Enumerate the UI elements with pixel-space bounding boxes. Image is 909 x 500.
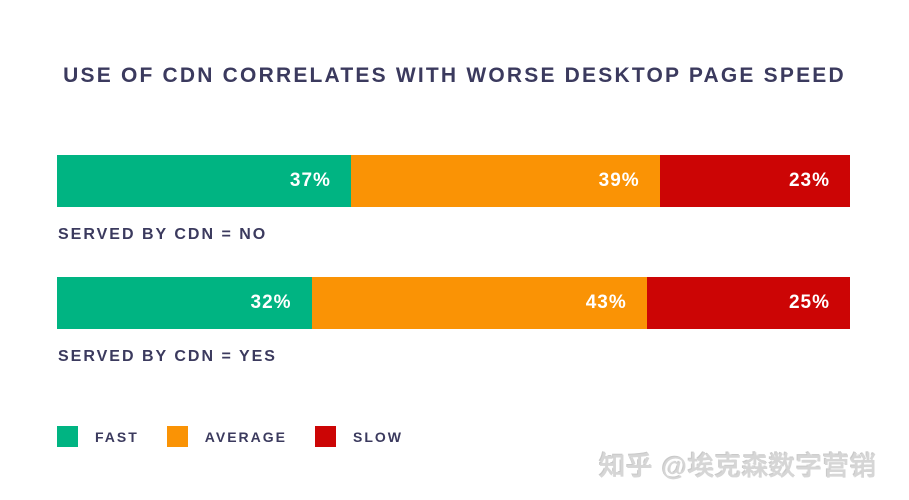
legend-label-slow: SLOW <box>352 428 403 445</box>
category-label-cdn-yes: SERVED BY CDN = YES <box>58 348 277 365</box>
legend-swatch-slow-icon <box>314 426 336 447</box>
legend: FAST AVERAGE SLOW <box>57 426 403 447</box>
legend-item-average: AVERAGE <box>166 426 287 447</box>
bar-value-label: 37% <box>289 170 331 191</box>
bar-value-label: 25% <box>788 292 830 313</box>
bar-value-label: 23% <box>788 170 830 191</box>
legend-item-slow: SLOW <box>314 426 403 447</box>
legend-label-average: AVERAGE <box>204 428 287 445</box>
legend-swatch-average-icon <box>166 426 188 447</box>
bar-value-label: 43% <box>585 292 627 313</box>
bar-segment-fast: 37% <box>57 155 351 207</box>
category-label-cdn-no: SERVED BY CDN = NO <box>58 226 268 243</box>
bar-segment-average: 39% <box>350 155 660 207</box>
bar-row-cdn-yes: 32% 43% 25% <box>57 277 850 329</box>
watermark-zhihu: 知乎 @埃克森数字营销 <box>599 451 877 481</box>
chart-title: USE OF CDN CORRELATES WITH WORSE DESKTOP… <box>63 64 846 87</box>
bar-segment-fast: 32% <box>57 277 312 329</box>
bar-segment-average: 43% <box>311 277 647 329</box>
legend-item-fast: FAST <box>57 426 139 447</box>
legend-swatch-fast-icon <box>57 426 78 447</box>
bar-value-label: 39% <box>598 170 640 191</box>
bar-segment-slow: 25% <box>646 277 850 329</box>
bar-row-cdn-no: 37% 39% 23% <box>57 155 850 207</box>
bar-value-label: 32% <box>250 292 292 313</box>
bar-segment-slow: 23% <box>659 155 850 207</box>
legend-label-fast: FAST <box>95 428 139 445</box>
